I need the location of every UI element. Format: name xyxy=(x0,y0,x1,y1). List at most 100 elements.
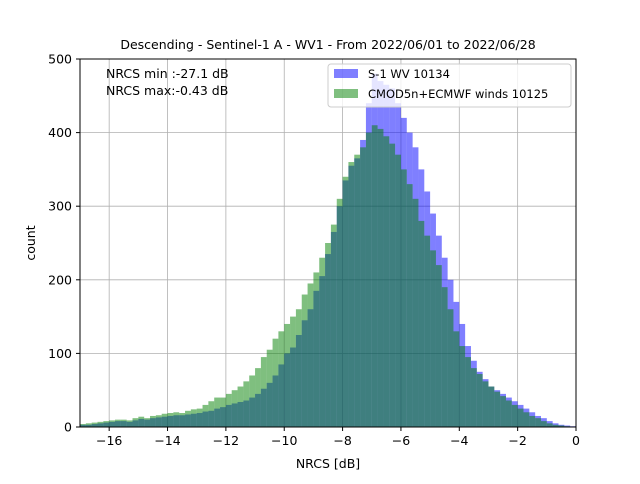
bar-s1-81 xyxy=(552,424,559,427)
bar-s1-11 xyxy=(144,418,151,427)
bar-s1-51 xyxy=(377,128,384,428)
bar-s1-42 xyxy=(325,243,331,427)
legend-swatch-cmod xyxy=(334,89,358,98)
bar-s1-2 xyxy=(91,422,98,427)
x-tick-label-8: 0 xyxy=(572,433,580,448)
bar-s1-4 xyxy=(103,421,110,427)
bar-s1-28 xyxy=(243,381,250,427)
bar-s1-56 xyxy=(406,184,413,427)
x-tick-label-5: −6 xyxy=(392,433,410,448)
bar-s1-74 xyxy=(511,404,518,427)
bar-s1-10 xyxy=(138,416,145,427)
bar-s1-61 xyxy=(435,265,442,427)
bar-s1-64 xyxy=(453,331,460,427)
bar-s1-54 xyxy=(395,154,401,427)
bar-s1-3 xyxy=(97,421,104,427)
bar-s1-1 xyxy=(85,423,92,427)
bar-s1-23 xyxy=(214,397,221,427)
y-tick-label-5: 500 xyxy=(48,52,72,67)
bar-s1-35 xyxy=(284,323,291,427)
x-tick-label-6: −4 xyxy=(450,433,468,448)
bar-s1-59 xyxy=(424,235,431,427)
bar-s1-75 xyxy=(517,408,524,427)
bar-s1-65 xyxy=(459,346,466,427)
bar-s1-66 xyxy=(465,357,471,427)
bar-s1-55 xyxy=(400,169,407,427)
bar-s1-82 xyxy=(558,425,565,427)
bar-s1-27 xyxy=(237,386,244,427)
bar-s1-77 xyxy=(529,415,536,427)
bar-s1-49 xyxy=(365,132,372,427)
bar-s1-72 xyxy=(500,396,506,427)
bars xyxy=(80,73,576,428)
bar-s1-52 xyxy=(383,136,390,427)
x-tick-label-3: −10 xyxy=(271,433,297,448)
bar-s1-78 xyxy=(535,418,541,427)
bar-s1-41 xyxy=(319,257,326,427)
bar-s1-80 xyxy=(546,423,553,427)
x-tick-label-1: −14 xyxy=(154,433,180,448)
bar-s1-0 xyxy=(80,424,86,427)
plot-frame xyxy=(79,58,577,428)
bar-s1-48 xyxy=(360,147,366,427)
bar-s1-26 xyxy=(231,390,238,427)
legend-box xyxy=(327,63,572,108)
bar-s1-50 xyxy=(371,125,378,428)
bar-s1-69 xyxy=(482,381,489,427)
bar-s1-71 xyxy=(494,391,501,427)
bar-s1-36 xyxy=(290,316,296,427)
bar-s1-30 xyxy=(255,368,261,427)
bar-s1-58 xyxy=(418,220,425,427)
bar-s1-29 xyxy=(249,375,256,427)
x-tick-label-7: −2 xyxy=(508,433,526,448)
bar-s1-6 xyxy=(115,419,121,427)
bar-s1-62 xyxy=(441,287,448,427)
bar-s1-63 xyxy=(447,309,454,427)
y-axis: 0 100 200 300 400 500 xyxy=(48,52,80,435)
legend-swatch-s1 xyxy=(334,69,358,78)
bar-s1-40 xyxy=(313,272,320,427)
bar-s1-38 xyxy=(301,294,308,427)
bar-s1-12 xyxy=(150,415,156,427)
bar-s1-43 xyxy=(330,224,337,427)
bar-s1-44 xyxy=(336,198,343,427)
bar-s1-70 xyxy=(488,386,495,427)
chart-title: Descending - Sentinel-1 A - WV1 - From 2… xyxy=(120,37,535,52)
bar-s1-76 xyxy=(523,412,530,427)
legend-label-s1: S-1 WV 10134 xyxy=(368,67,450,81)
bar-s1-32 xyxy=(266,349,273,427)
y-tick-label-1: 100 xyxy=(48,346,72,361)
bar-s1-5 xyxy=(109,420,116,427)
x-tick-label-4: −8 xyxy=(333,433,351,448)
bar-s1-25 xyxy=(225,393,232,427)
bar-s1-16 xyxy=(173,412,180,427)
annotation-nrcs-min: NRCS min :-27.1 dB xyxy=(106,66,229,81)
bar-s1-19 xyxy=(190,409,197,427)
x-tick-label-2: −12 xyxy=(213,433,239,448)
bar-s1-14 xyxy=(161,413,168,427)
bar-s1-45 xyxy=(342,176,349,427)
legend: S-1 WV 10134 CMOD5n+ECMWF winds 10125 xyxy=(327,63,572,108)
bar-s1-46 xyxy=(348,162,355,428)
bar-s1-37 xyxy=(295,309,302,427)
bar-s1-67 xyxy=(470,368,477,427)
bar-s1-17 xyxy=(179,413,186,427)
bar-s1-31 xyxy=(260,357,267,427)
bar-s1-9 xyxy=(132,418,139,427)
bar-s1-13 xyxy=(155,415,162,427)
y-tick-label-0: 0 xyxy=(64,420,72,435)
y-tick-label-4: 400 xyxy=(48,125,72,140)
bar-s1-18 xyxy=(185,410,191,427)
bar-s1-79 xyxy=(540,421,547,427)
bar-s1-68 xyxy=(476,374,483,427)
bar-s1-15 xyxy=(167,413,174,427)
bar-s1-22 xyxy=(208,401,215,427)
legend-label-cmod: CMOD5n+ECMWF winds 10125 xyxy=(368,87,548,101)
y-axis-label: count xyxy=(23,225,38,260)
bar-s1-33 xyxy=(272,338,279,427)
annotation-nrcs-max: NRCS max:-0.43 dB xyxy=(106,83,228,98)
bar-s1-57 xyxy=(412,198,419,427)
bar-s1-53 xyxy=(389,143,396,427)
